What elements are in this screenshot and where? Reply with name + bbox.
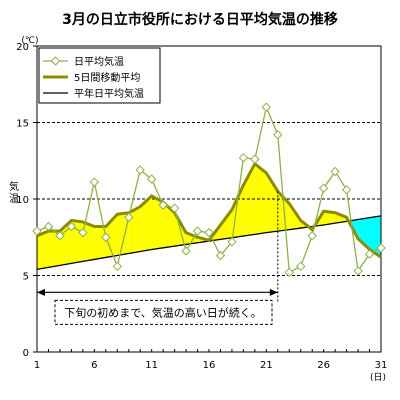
deviation-fill <box>128 206 141 254</box>
y-axis-ticks: 0 5 10 15 20 <box>16 42 37 359</box>
y-tick-label: 10 <box>16 195 29 206</box>
daily-marker <box>124 212 134 223</box>
deviation-fill <box>140 195 152 252</box>
daily-marker <box>296 261 306 272</box>
daily-marker <box>273 130 283 140</box>
x-tick-label: 31 <box>375 360 388 371</box>
x-axis-unit: (日) <box>370 372 386 383</box>
chart-title: 3月の日立市役所における日平均気温の推移 <box>62 11 338 28</box>
daily-marker <box>341 185 352 195</box>
daily-marker <box>192 226 203 236</box>
moving-average-line <box>36 161 382 259</box>
x-tick-label: 26 <box>317 360 330 371</box>
daily-marker <box>250 154 260 164</box>
x-tick-label: 11 <box>145 360 158 371</box>
gridlines <box>37 122 381 276</box>
daily-marker <box>112 261 122 272</box>
deviation-fill <box>254 163 267 235</box>
daily-marker <box>43 221 54 232</box>
daily-marker <box>78 227 88 238</box>
x-tick-label: 1 <box>34 360 40 371</box>
x-tick-label: 6 <box>91 360 97 371</box>
deviation-fill <box>151 195 164 250</box>
deviation-fill <box>117 212 129 256</box>
daily-marker <box>318 183 329 193</box>
daily-marker <box>101 232 111 242</box>
x-tick-label: 16 <box>203 360 216 371</box>
daily-marker <box>169 203 180 213</box>
deviation-fill <box>358 217 370 250</box>
y-tick-label: 15 <box>16 119 29 130</box>
deviation-fill <box>94 226 106 260</box>
daily-marker <box>146 174 157 184</box>
daily-marker <box>181 246 191 256</box>
daily-marker <box>227 237 237 247</box>
y-tick-label: 0 <box>23 348 29 359</box>
daily-marker <box>55 231 65 241</box>
legend-daily-marker <box>50 56 61 66</box>
x-tick-label: 21 <box>260 360 273 371</box>
daily-marker <box>307 231 317 241</box>
daily-marker <box>330 166 340 177</box>
deviation-fill <box>37 231 49 270</box>
deviation-fill <box>163 202 175 248</box>
daily-marker <box>364 249 375 259</box>
annotation: 下旬の初めまで、気温の高い日が続く。 <box>37 191 279 325</box>
annotation-text: 下旬の初めまで、気温の高い日が続く。 <box>64 305 262 319</box>
daily-marker <box>135 165 145 175</box>
daily-marker <box>215 250 226 261</box>
y-axis-unit: (℃) <box>21 36 38 46</box>
daily-marker <box>89 177 100 187</box>
deviation-fills <box>37 163 381 270</box>
deviation-fill <box>220 209 232 240</box>
annotation-box <box>54 299 273 325</box>
deviation-fill <box>186 232 198 245</box>
daily-marker <box>261 102 272 112</box>
daily-marker <box>204 227 214 238</box>
daily-markers <box>32 102 386 278</box>
y-tick-label: 20 <box>16 42 29 53</box>
annotation-arrow-left-head <box>37 288 45 296</box>
y-tick-label: 5 <box>23 272 29 283</box>
deviation-fill <box>59 220 72 266</box>
legend-moving-average-label: 5日間移動平均 <box>74 71 140 84</box>
daily-marker <box>158 200 168 210</box>
deviation-fill <box>48 231 60 268</box>
daily-marker <box>32 226 42 236</box>
y-axis-label: 気温 <box>9 180 19 205</box>
annotation-arrow-right-head <box>269 288 278 296</box>
daily-marker <box>66 221 77 232</box>
daily-marker <box>376 243 386 253</box>
legend-daily-label: 日平均気温 <box>74 55 124 68</box>
deviation-fill <box>323 211 336 226</box>
x-axis-ticks: 1 6 11 16 21 26 31 <box>34 349 388 371</box>
daily-marker <box>284 267 294 278</box>
daily-marker <box>238 152 249 163</box>
legend-normal-label: 平年日平均気温 <box>74 87 144 100</box>
daily-marker <box>353 266 363 276</box>
